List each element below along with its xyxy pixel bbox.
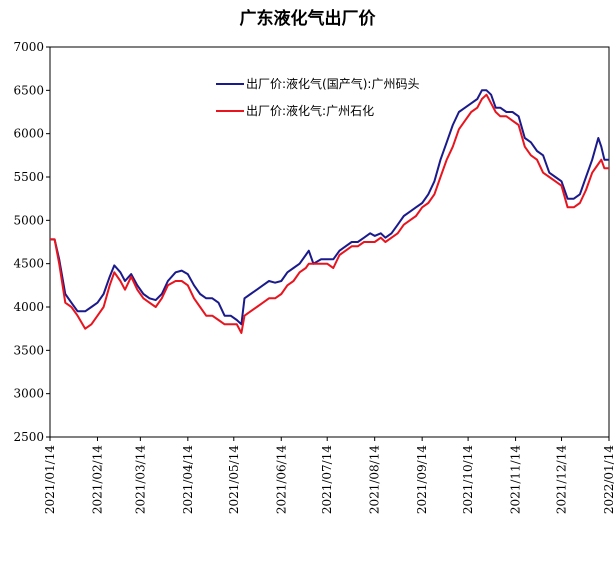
y-tick-label: 6500 <box>13 83 44 97</box>
x-tick-label: 2021/12/14 <box>555 445 569 515</box>
series-line-1 <box>50 89 609 326</box>
y-tick-label: 2500 <box>13 430 44 444</box>
y-tick-label: 3000 <box>13 387 44 401</box>
x-tick-label: 2021/11/14 <box>509 445 523 515</box>
x-tick-label: 2021/07/14 <box>320 445 334 515</box>
y-tick-label: 5000 <box>13 213 44 227</box>
y-axis: 2500 3000 3500 4000 4500 5000 5500 6000 6500 7000 <box>13 40 50 444</box>
y-tick-label: 7000 <box>13 40 44 54</box>
legend-label-2: 出厂价:液化气:广州石化 <box>246 103 374 118</box>
x-tick-label: 2021/10/14 <box>461 445 475 515</box>
plot-area <box>49 46 610 438</box>
y-tick-label: 3500 <box>13 343 44 357</box>
y-tick-label: 4000 <box>13 300 44 314</box>
series-line-2 <box>50 93 609 334</box>
series-layer <box>50 89 609 334</box>
x-tick-label: 2021/01/14 <box>43 445 57 515</box>
chart-title: 广东液化气出厂价 <box>239 9 376 29</box>
y-tick-label: 5500 <box>13 170 44 184</box>
x-tick-label: 2021/02/14 <box>90 445 104 515</box>
x-tick-label: 2022/01/14 <box>602 445 615 515</box>
y-tick-label: 6000 <box>13 127 44 141</box>
y-tick-label: 4500 <box>13 257 44 271</box>
legend-label-1: 出厂价:液化气(国产气):广州码头 <box>246 76 419 91</box>
x-tick-label: 2021/03/14 <box>133 445 147 515</box>
x-tick-label: 2021/09/14 <box>415 445 429 515</box>
x-tick-label: 2021/05/14 <box>227 445 241 515</box>
x-axis: 2021/01/14 2021/02/14 2021/03/14 2021/04/14… <box>43 437 615 514</box>
x-tick-label: 2021/04/14 <box>181 445 195 515</box>
x-tick-label: 2021/08/14 <box>368 445 382 515</box>
x-tick-label: 2021/06/14 <box>274 445 288 515</box>
